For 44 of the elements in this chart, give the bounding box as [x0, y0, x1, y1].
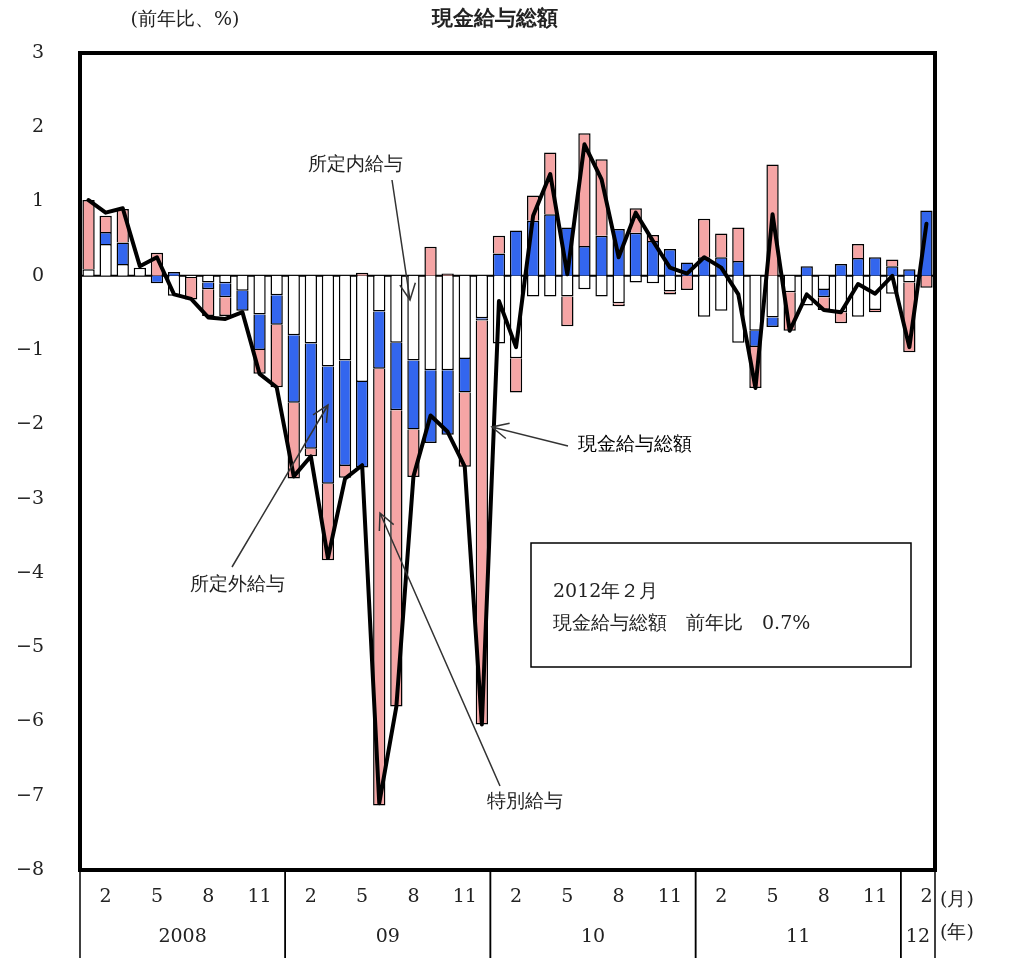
x-tick-label: 5 [150, 884, 163, 907]
x-tick-label: 5 [356, 884, 369, 907]
text: 現金給与総額 [578, 431, 692, 454]
x-tick-label: 8 [407, 884, 420, 907]
y-tick-label: 1 [31, 188, 44, 211]
text: (年) [940, 919, 974, 942]
x-tick-label: 2 [510, 884, 523, 907]
y-tick-label: −3 [15, 485, 44, 508]
text: 09 [375, 923, 400, 946]
y-tick-label: −6 [15, 708, 44, 731]
annotation: 現金給与総額 前年比 0.7% [553, 610, 811, 633]
y-axis-title: (前年比、%) [130, 6, 240, 29]
x-tick-label: 5 [561, 884, 574, 907]
y-tick-label: 3 [31, 39, 44, 62]
x-tick-label: 8 [202, 884, 215, 907]
y-tick-label: −7 [15, 782, 44, 805]
y-tick-label: −4 [15, 559, 44, 582]
y-tick-label: 0 [31, 262, 44, 285]
x-tick-label: 11 [452, 884, 477, 907]
x-tick-label: 8 [612, 884, 625, 907]
x-tick-label: 5 [766, 884, 779, 907]
x-tick-label: 2 [920, 884, 933, 907]
text: 所定内給与 [307, 151, 403, 174]
y-tick-label: 2 [31, 114, 44, 137]
x-tick-label: 11 [247, 884, 272, 907]
text: 2008 [158, 923, 207, 946]
y-tick-label: −2 [15, 411, 44, 434]
chart-title: 現金給与総額 [431, 5, 558, 31]
x-tick-label: 11 [863, 884, 888, 907]
y-tick-label: −5 [15, 634, 44, 657]
text: 10 [580, 923, 606, 946]
text: (月) [940, 886, 974, 909]
x-tick-label: 2 [715, 884, 728, 907]
text: 所定外給与 [189, 571, 285, 594]
y-tick-label: −8 [15, 856, 44, 879]
annotation: 2012年２月 [553, 578, 659, 601]
text: 11 [786, 923, 811, 946]
text: 12 [905, 923, 930, 946]
y-tick-label: −1 [15, 337, 44, 360]
text: 特別給与 [487, 788, 563, 811]
x-tick-label: 2 [304, 884, 317, 907]
x-tick-label: 11 [657, 884, 683, 907]
x-tick-label: 8 [817, 884, 830, 907]
x-tick-label: 2 [99, 884, 112, 907]
